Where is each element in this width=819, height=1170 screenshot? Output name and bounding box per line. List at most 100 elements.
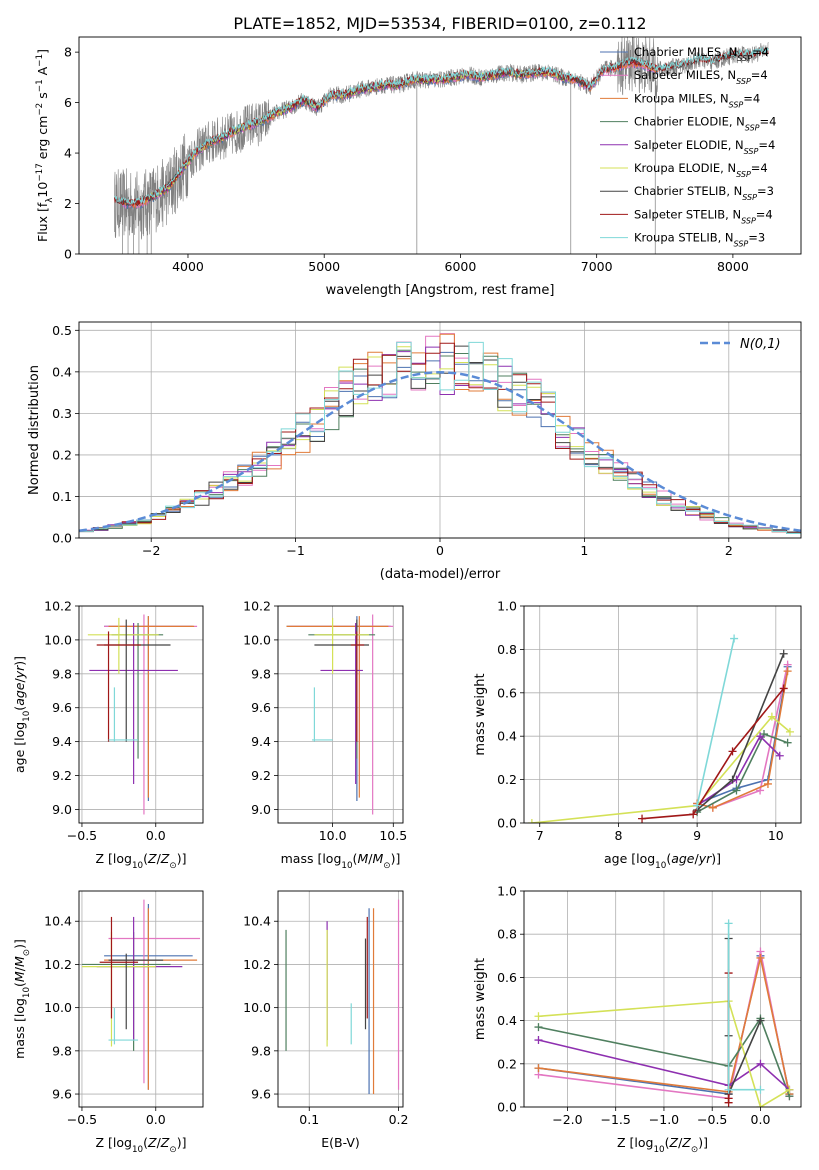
legend-label-salpeter_elodie: Salpeter ELODIE, NSSP=4 — [634, 138, 775, 156]
weight_vs_Z-marker-kroupa_stelib — [724, 1085, 733, 1094]
weight_vs_age-line-kroupa_miles — [696, 670, 789, 809]
weight_vs_Z-xtick-label: −2.0 — [552, 1112, 582, 1127]
age_vs_Z-ylabel: age [log10(age/yr)] — [12, 656, 32, 773]
age_vs_Z-ytick-label: 9.2 — [52, 768, 72, 783]
legend-label-gaussian: N(0,1) — [740, 337, 781, 352]
weight_vs_age-line-kroupa_stelib — [696, 638, 735, 806]
mass_vs_Z-ylabel: mass [log10(M/M⊙)] — [12, 939, 32, 1059]
age_vs_mass-ytick-label: 9.4 — [251, 734, 271, 749]
weight_vs_Z-marker-kroupa_miles — [534, 1064, 543, 1073]
residuals-xtick-label: 2 — [725, 543, 733, 558]
weight_vs_age-marker-chabrier_elodie — [783, 738, 792, 747]
mass_vs_ebv-axes: 0.1 0.2 9.6 9.8 10.0 10.2 10.4 — [243, 891, 408, 1127]
weight_vs_Z-frame — [523, 890, 802, 1108]
weight_vs_Z-ytick-label: 0.0 — [497, 1100, 517, 1115]
weight_vs_age-marker-kroupa_elodie — [527, 819, 536, 823]
residuals-xtick-label: 1 — [580, 543, 588, 558]
weight_vs_age-line-salpeter_stelib — [641, 687, 785, 820]
weight_vs_Z-line-kroupa_miles — [538, 957, 791, 1095]
legend-label-kroupa_elodie: Kroupa ELODIE, NSSP=4 — [634, 161, 768, 179]
weight_vs_Z-marker-kroupa_elodie — [785, 1085, 794, 1094]
weight_vs_age-line-chabrier_elodie — [696, 732, 788, 813]
age_vs_Z-ytick-label: 9.6 — [52, 700, 72, 715]
age_vs_Z-ytick-label: 9.4 — [52, 734, 72, 749]
residuals-frame — [78, 321, 802, 539]
age_vs_Z-xtick-label: −0.5 — [67, 828, 97, 843]
spectrum-model-kroupa_stelib — [114, 46, 769, 205]
age_vs_Z-axes: −0.5 0.0 9.0 9.2 9.4 9.6 9.8 10.0 10.2 Z [log10(Z… — [12, 599, 203, 871]
age_vs_mass-xtick-label: 10.5 — [379, 828, 407, 843]
weight_vs_age-ytick-label: 0.6 — [497, 685, 517, 700]
mass_vs_ebv-xtick-label: 0.1 — [299, 1112, 319, 1127]
spectrum-ytick-label: 2 — [64, 196, 72, 211]
mass_vs_ebv-plot — [285, 899, 400, 1095]
spectrum-plot — [114, 37, 769, 254]
mass_vs_Z-frame — [78, 890, 204, 1108]
weight_vs_age-marker-chabrier_stelib — [779, 649, 788, 658]
residuals-ytick-label: 0.5 — [52, 323, 72, 338]
mass_vs_ebv-xtick-label: 0.2 — [389, 1112, 409, 1127]
age_vs_Z-ytick-label: 10.2 — [44, 599, 72, 614]
residuals-xtick-label: 0 — [436, 543, 444, 558]
weight_vs_age-marker-chabrier_stelib — [728, 775, 737, 784]
weight_vs_age-ytick-label: 0.8 — [497, 642, 517, 657]
residuals-xlabel: (data-model)/error — [380, 567, 501, 582]
gaussian-curve — [79, 371, 801, 532]
weight_vs_age-xtick-label: 9 — [693, 828, 701, 843]
mass_vs_Z-xlabel: Z [log10(Z/Z⊙)] — [96, 1135, 187, 1155]
spectrum-xtick-label: 8000 — [717, 259, 749, 274]
legend-label-chabrier_elodie: Chabrier ELODIE, NSSP=4 — [634, 115, 776, 133]
mass_vs_Z-plot — [81, 899, 201, 1090]
age_vs_Z-xtick-label: 0.0 — [146, 828, 166, 843]
mass_vs_ebv-ytick-label: 9.8 — [251, 1043, 271, 1058]
spectrum-xtick-label: 7000 — [581, 259, 613, 274]
age_vs_mass-plot — [286, 614, 394, 815]
age_vs_mass-ytick-label: 9.0 — [251, 802, 271, 817]
age_vs_Z-frame — [78, 605, 204, 824]
weight_vs_age-marker-salpeter_stelib — [689, 810, 698, 819]
mass_vs_Z-axes: −0.5 0.0 9.6 9.8 10.0 10.2 10.4 Z [log10(Z/Z⊙)]… — [12, 891, 203, 1155]
residuals-plot — [79, 333, 801, 534]
histogram-kroupa_stelib — [79, 341, 801, 534]
mass_vs_ebv-ytick-label: 9.6 — [251, 1087, 271, 1102]
mass_vs_Z-ytick-label: 10.0 — [44, 1000, 72, 1015]
age_vs_Z-ytick-label: 9.0 — [52, 802, 72, 817]
weight_vs_age-marker-kroupa_elodie — [767, 712, 776, 721]
histogram-chabrier_stelib — [79, 345, 801, 533]
weight_vs_Z-line-kroupa_elodie — [538, 1000, 790, 1107]
weight_vs_Z-line-salpeter_elodie — [538, 1039, 790, 1091]
weight_vs_Z-ytick-label: 0.8 — [497, 927, 517, 942]
mass_vs_ebv-ytick-label: 10.2 — [243, 957, 271, 972]
age_vs_mass-ytick-label: 10.0 — [243, 632, 271, 647]
residuals-ylabel: Normed distribution — [27, 365, 42, 495]
mass_vs_ebv-ytick-label: 10.0 — [243, 1000, 271, 1015]
spectrum-xlabel: wavelength [Angstrom, rest frame] — [326, 283, 555, 298]
spectrum-xtick-label: 5000 — [308, 259, 340, 274]
weight_vs_age-xtick-label: 8 — [614, 828, 622, 843]
age_vs_Z-ytick-label: 10.0 — [44, 632, 72, 647]
weight_vs_age-line-kroupa_elodie — [531, 715, 791, 823]
spectrum-axes: 4000 5000 6000 7000 8000 0 2 4 6 8 wavelength [Ang… — [35, 45, 749, 298]
spectrum-ytick-label: 8 — [64, 45, 72, 60]
weight_vs_age-ytick-label: 1.0 — [497, 599, 517, 614]
weight_vs_Z-marker-kroupa_elodie — [756, 1103, 765, 1107]
histogram-salpeter_stelib — [79, 342, 801, 534]
age_vs_mass-xtick-label: 10.0 — [319, 828, 347, 843]
spectrum-xtick-label: 4000 — [172, 259, 204, 274]
weight_vs_age-frame — [523, 605, 802, 824]
mass_vs_ebv-ytick-label: 10.4 — [243, 914, 271, 929]
age_vs_mass-ytick-label: 9.2 — [251, 768, 271, 783]
weight_vs_Z-marker-chabrier_elodie — [534, 1023, 543, 1032]
weight_vs_age-ytick-label: 0.2 — [497, 772, 517, 787]
weight_vs_Z-marker-kroupa_stelib — [724, 919, 733, 928]
weight_vs_age-xlabel: age [log10(age/yr)] — [604, 851, 721, 871]
weight_vs_age-xtick-label: 7 — [536, 828, 544, 843]
mass_vs_Z-xtick-label: 0.0 — [146, 1112, 166, 1127]
legend-label-kroupa_miles: Kroupa MILES, NSSP=4 — [634, 91, 760, 109]
weight_vs_age-marker-chabrier_elodie — [732, 786, 741, 795]
age_vs_mass-ytick-label: 9.8 — [251, 666, 271, 681]
residuals-ytick-label: 0.4 — [52, 364, 72, 379]
mass_vs_Z-ytick-label: 10.4 — [44, 914, 72, 929]
age_vs_Z-ytick-label: 9.8 — [52, 666, 72, 681]
spectrum-ytick-label: 4 — [64, 146, 72, 161]
